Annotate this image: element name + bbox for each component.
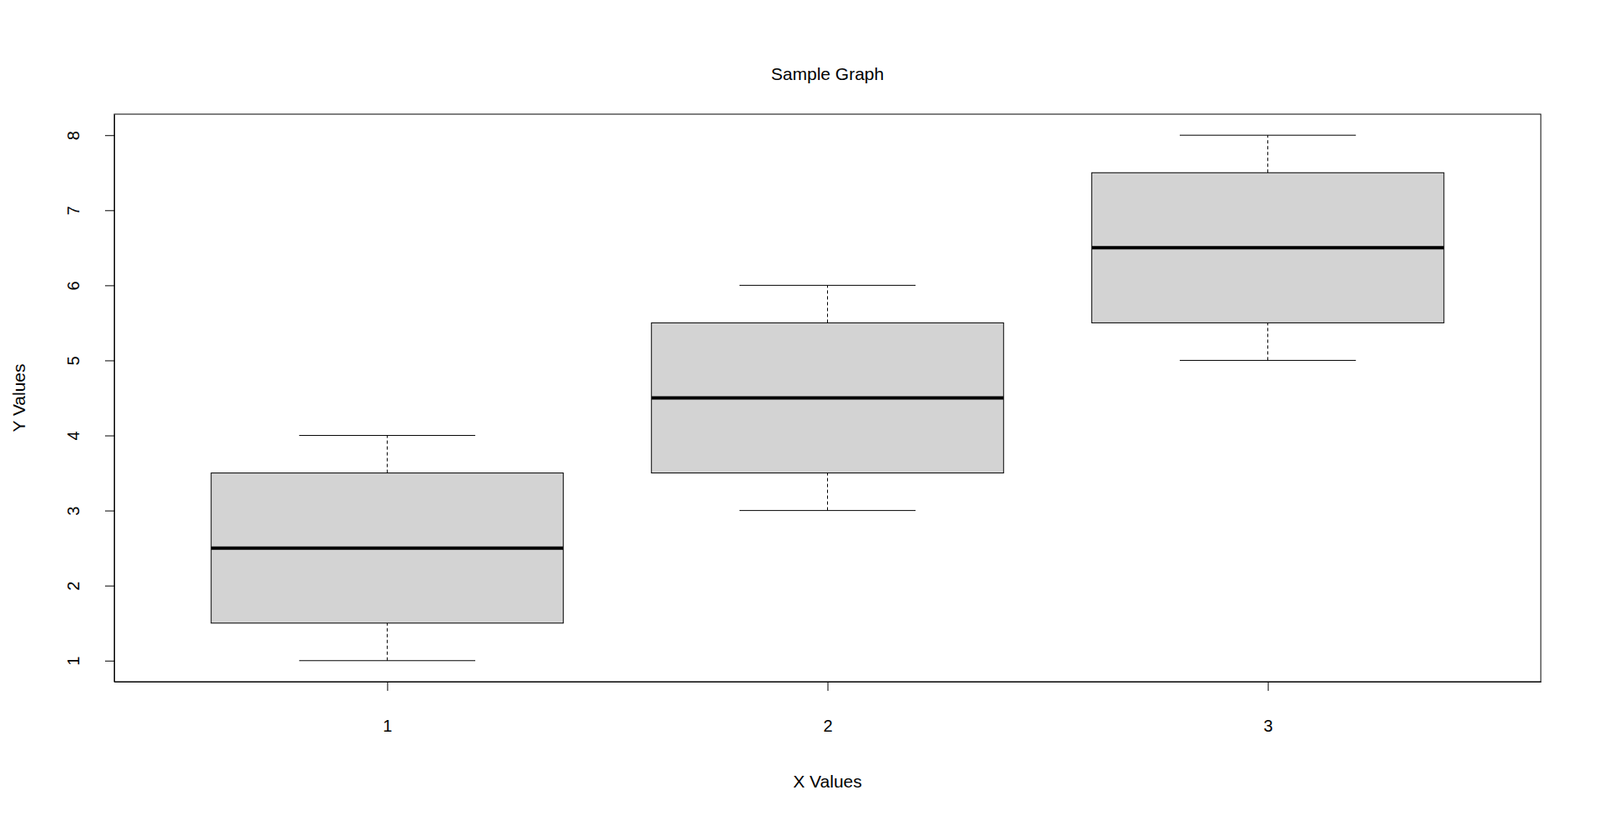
box (210, 473, 563, 624)
y-tick-mark (105, 586, 115, 587)
y-tick: 3 (64, 506, 115, 517)
y-tick-label: 4 (64, 431, 83, 441)
median (651, 396, 1004, 401)
y-tick: 7 (64, 205, 115, 216)
y-tick: 4 (64, 431, 115, 441)
plot-frame (114, 114, 1541, 683)
x-tick-mark (827, 682, 829, 692)
lower-whisker (1267, 322, 1269, 361)
y-tick: 2 (64, 581, 115, 592)
lower-cap (299, 660, 476, 662)
lower-cap (1179, 360, 1356, 362)
y-tick: 8 (64, 130, 115, 141)
y-tick-mark (105, 661, 115, 663)
x-tick-label: 3 (1263, 717, 1274, 736)
title: Sample Graph (771, 64, 884, 84)
y-tick-label: 6 (64, 280, 83, 291)
y-axis: 1 2 3 4 5 6 7 8 (64, 115, 116, 683)
y-tick-mark (105, 135, 115, 136)
x-axis: 1 2 3 (115, 682, 1542, 736)
boxes (210, 135, 1445, 662)
x-axis-title: X Values (792, 772, 863, 792)
upper-whisker (827, 285, 828, 323)
upper-cap (1179, 135, 1356, 136)
y-tick: 5 (64, 356, 115, 366)
median (210, 546, 563, 551)
y-tick-mark (105, 360, 115, 362)
x-tick-label: 2 (822, 717, 833, 736)
y-axis-line (114, 115, 116, 683)
y-tick-mark (105, 285, 115, 286)
upper-cap (299, 435, 476, 437)
y-tick-label: 8 (64, 130, 83, 141)
box-group (210, 436, 563, 662)
box-group (651, 285, 1004, 511)
lower-whisker (827, 473, 828, 512)
x-tick-mark (386, 682, 388, 692)
y-tick-label: 1 (64, 657, 83, 667)
y-tick: 1 (64, 657, 115, 667)
y-tick-label: 5 (64, 356, 83, 366)
y-axis-title: Y Values (9, 363, 29, 432)
y-tick-mark (105, 436, 115, 437)
box (1091, 172, 1444, 323)
y-tick-mark (105, 511, 115, 512)
y-tick-label: 3 (64, 506, 83, 517)
x-tick-mark (1268, 682, 1269, 692)
upper-whisker (386, 436, 388, 474)
x-tick: 3 (1263, 682, 1274, 736)
upper-whisker (1267, 135, 1269, 173)
chart: 1 2 3 4 5 6 7 8 1 2 3 Sample Graph X Values Y Values (0, 0, 1600, 825)
y-tick-label: 7 (64, 205, 83, 216)
box-group (1091, 135, 1444, 361)
upper-cap (739, 285, 916, 286)
y-tick: 6 (64, 280, 115, 291)
lower-whisker (386, 623, 388, 662)
x-tick: 1 (382, 682, 392, 736)
x-tick-label: 1 (382, 717, 392, 736)
box (651, 322, 1004, 473)
median (1091, 245, 1444, 250)
y-tick-label: 2 (64, 581, 83, 592)
lower-cap (739, 510, 916, 512)
x-tick: 2 (822, 682, 833, 736)
y-tick-mark (105, 210, 115, 211)
